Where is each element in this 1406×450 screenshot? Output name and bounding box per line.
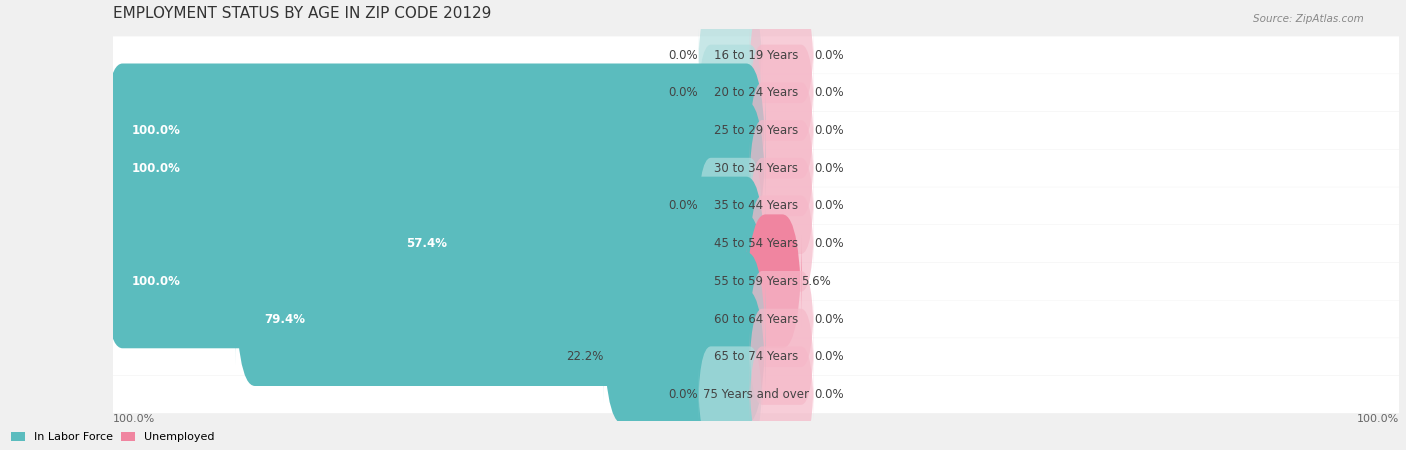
Text: 100.0%: 100.0% <box>132 162 181 175</box>
FancyBboxPatch shape <box>112 74 1399 112</box>
FancyBboxPatch shape <box>697 158 762 254</box>
FancyBboxPatch shape <box>112 36 1399 74</box>
FancyBboxPatch shape <box>112 338 1399 375</box>
FancyBboxPatch shape <box>112 112 1399 149</box>
FancyBboxPatch shape <box>749 346 814 443</box>
Text: 45 to 54 Years: 45 to 54 Years <box>714 237 799 250</box>
Text: 79.4%: 79.4% <box>264 313 305 325</box>
Text: 16 to 19 Years: 16 to 19 Years <box>714 49 799 62</box>
Text: 35 to 44 Years: 35 to 44 Years <box>714 199 799 212</box>
FancyBboxPatch shape <box>749 158 814 254</box>
FancyBboxPatch shape <box>112 149 1399 187</box>
Text: 57.4%: 57.4% <box>406 237 447 250</box>
FancyBboxPatch shape <box>749 82 814 179</box>
FancyBboxPatch shape <box>747 214 801 348</box>
Text: 100.0%: 100.0% <box>112 414 155 424</box>
Text: 0.0%: 0.0% <box>814 237 844 250</box>
FancyBboxPatch shape <box>112 376 1399 413</box>
FancyBboxPatch shape <box>749 45 814 141</box>
Text: 20 to 24 Years: 20 to 24 Years <box>714 86 799 99</box>
Text: 0.0%: 0.0% <box>668 49 697 62</box>
Text: 5.6%: 5.6% <box>801 275 831 288</box>
FancyBboxPatch shape <box>112 301 1399 338</box>
FancyBboxPatch shape <box>103 101 766 235</box>
FancyBboxPatch shape <box>697 45 762 141</box>
Text: 0.0%: 0.0% <box>668 199 697 212</box>
Text: 60 to 64 Years: 60 to 64 Years <box>714 313 799 325</box>
Text: 100.0%: 100.0% <box>1357 414 1399 424</box>
Legend: In Labor Force, Unemployed: In Labor Force, Unemployed <box>7 428 219 447</box>
Text: 0.0%: 0.0% <box>814 49 844 62</box>
Text: EMPLOYMENT STATUS BY AGE IN ZIP CODE 20129: EMPLOYMENT STATUS BY AGE IN ZIP CODE 201… <box>112 6 491 21</box>
FancyBboxPatch shape <box>749 120 814 216</box>
FancyBboxPatch shape <box>697 7 762 103</box>
Text: 100.0%: 100.0% <box>132 124 181 137</box>
Text: 0.0%: 0.0% <box>814 124 844 137</box>
FancyBboxPatch shape <box>103 214 766 348</box>
Text: 0.0%: 0.0% <box>668 86 697 99</box>
FancyBboxPatch shape <box>697 346 762 443</box>
Text: 55 to 59 Years: 55 to 59 Years <box>714 275 799 288</box>
FancyBboxPatch shape <box>749 7 814 103</box>
FancyBboxPatch shape <box>377 177 766 310</box>
Text: 65 to 74 Years: 65 to 74 Years <box>714 350 799 363</box>
Text: 0.0%: 0.0% <box>814 199 844 212</box>
Text: 100.0%: 100.0% <box>132 275 181 288</box>
Text: 0.0%: 0.0% <box>668 388 697 401</box>
FancyBboxPatch shape <box>749 195 814 292</box>
Text: 0.0%: 0.0% <box>814 313 844 325</box>
FancyBboxPatch shape <box>749 309 814 405</box>
FancyBboxPatch shape <box>236 252 766 386</box>
Text: 25 to 29 Years: 25 to 29 Years <box>714 124 799 137</box>
FancyBboxPatch shape <box>112 225 1399 262</box>
FancyBboxPatch shape <box>749 271 814 367</box>
FancyBboxPatch shape <box>103 63 766 198</box>
Text: Source: ZipAtlas.com: Source: ZipAtlas.com <box>1253 14 1364 23</box>
Text: 30 to 34 Years: 30 to 34 Years <box>714 162 799 175</box>
Text: 0.0%: 0.0% <box>814 86 844 99</box>
Text: 22.2%: 22.2% <box>567 350 603 363</box>
Text: 0.0%: 0.0% <box>814 388 844 401</box>
Text: 0.0%: 0.0% <box>814 350 844 363</box>
Text: 75 Years and over: 75 Years and over <box>703 388 808 401</box>
FancyBboxPatch shape <box>112 263 1399 300</box>
FancyBboxPatch shape <box>112 187 1399 225</box>
FancyBboxPatch shape <box>603 290 766 424</box>
Text: 0.0%: 0.0% <box>814 162 844 175</box>
